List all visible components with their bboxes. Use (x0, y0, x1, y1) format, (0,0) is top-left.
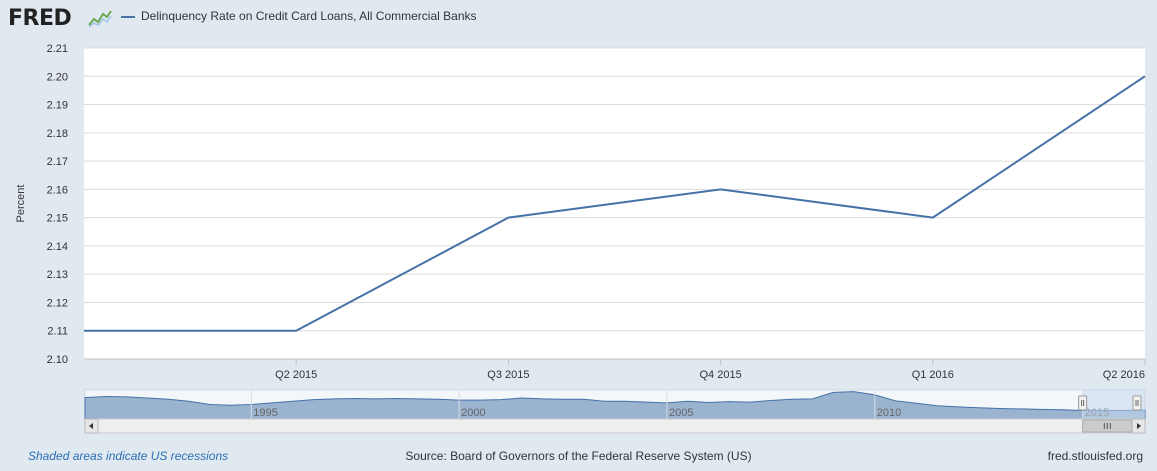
series-group[interactable] (82, 74, 1148, 333)
x-tick-label: Q2 2016 (1103, 369, 1145, 381)
navigator-right-handle[interactable] (1132, 395, 1142, 411)
scrollbar-thumb[interactable] (1082, 419, 1133, 433)
scrollbar-track[interactable] (84, 418, 1146, 434)
scrollbar[interactable] (84, 418, 1146, 434)
legend-series-label[interactable]: Delinquency Rate on Credit Card Loans, A… (141, 9, 477, 23)
navigator-year-label: 2005 (669, 407, 693, 419)
arrow-left-icon (89, 423, 93, 429)
legend-series-swatch (121, 16, 135, 18)
series-line[interactable] (84, 75, 1146, 332)
handle-body[interactable] (1132, 395, 1142, 411)
source-text: Source: Board of Governors of the Federa… (405, 449, 752, 463)
y-tick-label: 2.15 (47, 213, 68, 225)
x-tick-label: Q2 2015 (275, 369, 317, 381)
handle-body[interactable] (1078, 395, 1088, 411)
data-point[interactable] (82, 328, 87, 333)
y-tick-label: 2.12 (47, 297, 68, 309)
recession-note-link[interactable]: Shaded areas indicate US recessions (28, 449, 229, 463)
y-tick-label: 2.13 (47, 269, 68, 281)
navigator-year-label: 2000 (461, 407, 485, 419)
y-tick-label: 2.14 (47, 241, 68, 253)
x-axis: Q2 2015 Q3 2015 Q4 2015 Q1 2016 Q2 2016 (84, 358, 1146, 381)
navigator[interactable]: 19952000200520102015 (84, 389, 1146, 420)
y-axis-title-group: Percent (15, 185, 27, 223)
x-tick-label: Q3 2015 (487, 369, 529, 381)
chart-footer: Shaded areas indicate US recessions Sour… (0, 443, 1157, 471)
y-tick-label: 2.21 (47, 43, 68, 55)
y-axis: 2.10 2.11 2.12 2.13 2.14 2.15 2.16 2.17 2.18 2.19… (47, 43, 68, 366)
navigator-left-handle[interactable] (1078, 395, 1088, 411)
line-chart: 2.10 2.11 2.12 2.13 2.14 2.15 2.16 2.17 2.18 2.19… (15, 43, 1148, 434)
fred-chart-logo-icon (88, 8, 112, 28)
x-tick-label: Q4 2015 (699, 369, 741, 381)
site-link[interactable]: fred.stlouisfed.org (1047, 449, 1143, 463)
fred-logo[interactable]: FRED (8, 6, 72, 31)
arrow-right-icon (1137, 423, 1141, 429)
y-tick-label: 2.16 (47, 184, 68, 196)
data-point[interactable] (930, 215, 935, 220)
data-point[interactable] (294, 328, 299, 333)
y-tick-label: 2.18 (47, 128, 68, 140)
y-tick-label: 2.20 (47, 71, 68, 83)
data-point[interactable] (506, 215, 511, 220)
data-point[interactable] (718, 187, 723, 192)
y-tick-label: 2.10 (47, 354, 68, 366)
y-axis-title: Percent (15, 185, 27, 223)
navigator-year-label: 2010 (877, 407, 901, 419)
navigator-year-label: 1995 (253, 407, 277, 419)
data-point[interactable] (1143, 74, 1148, 79)
chart-header: FRED Delinquency Rate on Credit Card Loa… (0, 0, 1157, 36)
x-tick-label: Q1 2016 (912, 369, 954, 381)
y-tick-label: 2.19 (47, 100, 68, 112)
y-tick-label: 2.17 (47, 156, 68, 168)
y-tick-label: 2.11 (47, 326, 68, 338)
